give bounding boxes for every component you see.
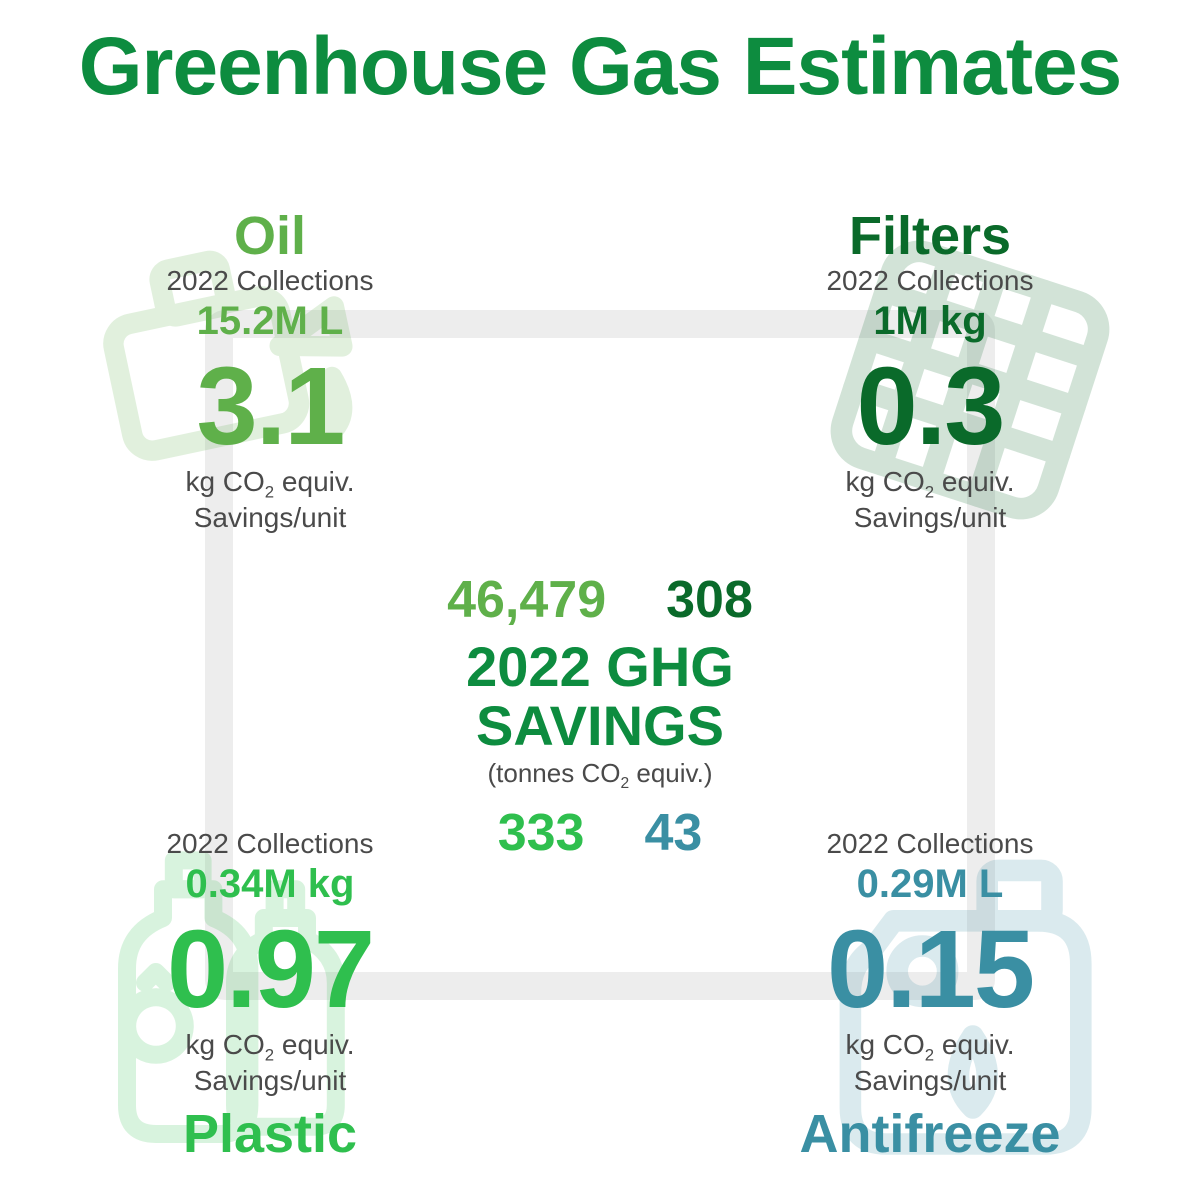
plastic-big-value: 0.97 — [80, 915, 460, 1025]
oil-sub: 2022 Collections — [80, 265, 460, 297]
antifreeze-title: Antifreeze — [740, 1103, 1120, 1165]
center-sub: (tonnes CO2 equiv.) — [340, 758, 860, 793]
quadrant-oil: Oil 2022 Collections 15.2M L 3.1 kg CO2 … — [80, 205, 460, 534]
page-title: Greenhouse Gas Estimates — [0, 0, 1200, 114]
filters-collections: 1M kg — [740, 299, 1120, 344]
oil-collections: 15.2M L — [80, 299, 460, 344]
oil-unit-2: Savings/unit — [194, 502, 347, 533]
center-value-filters: 308 — [666, 570, 753, 630]
plastic-unit-1: kg CO2 equiv. — [185, 1029, 354, 1060]
center-title: 2022 GHG SAVINGS — [340, 638, 860, 756]
filters-unit-2: Savings/unit — [854, 502, 1007, 533]
antifreeze-unit: kg CO2 equiv. Savings/unit — [740, 1029, 1120, 1097]
oil-unit-1: kg CO2 equiv. — [185, 466, 354, 497]
antifreeze-big-value: 0.15 — [740, 915, 1120, 1025]
center-top-row: 46,479 308 — [340, 570, 860, 630]
center-value-oil: 46,479 — [447, 570, 606, 630]
antifreeze-unit-1: kg CO2 equiv. — [845, 1029, 1014, 1060]
center-bottom-row: 333 43 — [340, 803, 860, 863]
filters-sub: 2022 Collections — [740, 265, 1120, 297]
filters-big-value: 0.3 — [740, 352, 1120, 462]
plastic-unit: kg CO2 equiv. Savings/unit — [80, 1029, 460, 1097]
antifreeze-unit-2: Savings/unit — [854, 1065, 1007, 1096]
plastic-title: Plastic — [80, 1103, 460, 1165]
filters-unit: kg CO2 equiv. Savings/unit — [740, 466, 1120, 534]
center-value-plastic: 333 — [498, 803, 585, 863]
quadrant-antifreeze: 2022 Collections 0.29M L 0.15 kg CO2 equ… — [740, 830, 1120, 1165]
antifreeze-collections: 0.29M L — [740, 862, 1120, 907]
oil-big-value: 3.1 — [80, 352, 460, 462]
center-ghg-block: 46,479 308 2022 GHG SAVINGS (tonnes CO2 … — [340, 570, 860, 863]
oil-unit: kg CO2 equiv. Savings/unit — [80, 466, 460, 534]
center-title-1: 2022 GHG — [466, 635, 734, 698]
center-title-2: SAVINGS — [476, 694, 724, 757]
oil-title: Oil — [80, 205, 460, 267]
center-value-antifreeze: 43 — [644, 803, 702, 863]
plastic-collections: 0.34M kg — [80, 862, 460, 907]
filters-title: Filters — [740, 205, 1120, 267]
filters-unit-1: kg CO2 equiv. — [845, 466, 1014, 497]
plastic-unit-2: Savings/unit — [194, 1065, 347, 1096]
quadrant-filters: Filters 2022 Collections 1M kg 0.3 kg CO… — [740, 205, 1120, 534]
quadrant-plastic: 2022 Collections 0.34M kg 0.97 kg CO2 eq… — [80, 830, 460, 1165]
